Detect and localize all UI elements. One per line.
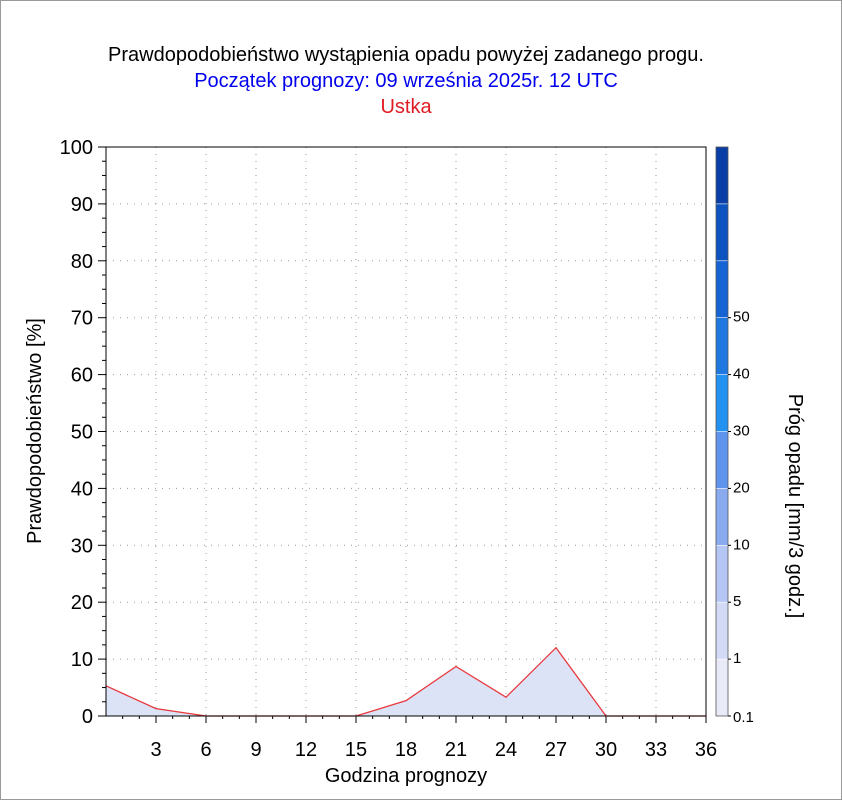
x-tick-label: 6 xyxy=(200,739,211,761)
y-tick-label: 70 xyxy=(71,308,93,330)
y-tick-label: 30 xyxy=(71,535,93,557)
x-tick-label: 12 xyxy=(295,739,317,761)
y-tick-label: 60 xyxy=(71,365,93,387)
location-name: Ustka xyxy=(380,96,432,118)
colorbar-segment xyxy=(716,545,728,603)
forecast-start-subtitle: Początek prognozy: 09 września 2025r. 12… xyxy=(194,70,618,92)
colorbar-segment xyxy=(716,147,728,204)
colorbar-tick-label: 50 xyxy=(733,309,750,326)
y-tick-label: 80 xyxy=(71,251,93,273)
y-tick-label: 90 xyxy=(71,194,93,216)
x-tick-label: 27 xyxy=(545,739,567,761)
y-tick-label: 20 xyxy=(71,592,93,614)
x-tick-label: 24 xyxy=(495,739,517,761)
colorbar-tick-label: 20 xyxy=(733,479,750,496)
plot-area: 3 6 9 12 15 18 21 24 27 30 33 360102030405060708090… xyxy=(60,137,754,761)
x-tick-label: 21 xyxy=(445,739,467,761)
data-point xyxy=(555,647,557,649)
y-tick-label: 10 xyxy=(71,649,93,671)
data-point xyxy=(405,700,407,702)
y-tick-label: 40 xyxy=(71,478,93,500)
colorbar-segment xyxy=(716,260,728,318)
y-axis-label: Prawdopodobieństwo [%] xyxy=(24,318,46,544)
x-tick-label: 30 xyxy=(595,739,617,761)
colorbar-label: Próg opadu [mm/3 godz.] xyxy=(784,394,806,619)
data-point xyxy=(505,696,507,698)
colorbar-tick-label: 30 xyxy=(733,423,750,440)
colorbar-segment xyxy=(716,602,728,660)
colorbar-segment xyxy=(716,659,728,716)
colorbar-tick-label: 5 xyxy=(733,593,741,610)
data-point xyxy=(455,665,457,668)
colorbar-segment xyxy=(716,431,728,489)
data-point xyxy=(155,708,157,710)
chart-title: Prawdopodobieństwo wystąpienia opadu pow… xyxy=(108,44,704,66)
colorbar-tick-label: 1 xyxy=(733,650,741,667)
x-axis-label: Godzina prognozy xyxy=(325,765,487,787)
x-tick-label: 3 xyxy=(150,739,161,761)
plot-frame xyxy=(105,146,707,717)
y-tick-label: 50 xyxy=(71,422,93,444)
colorbar-segment xyxy=(716,488,728,546)
y-tick-label: 100 xyxy=(60,137,93,159)
colorbar-tick-label: 40 xyxy=(733,366,750,383)
x-tick-label: 33 xyxy=(645,739,667,761)
x-tick-label: 18 xyxy=(395,739,417,761)
colorbar-segment xyxy=(716,317,728,375)
x-tick-label: 36 xyxy=(695,739,717,761)
series-area-0.1 xyxy=(106,647,706,716)
y-tick-label: 0 xyxy=(82,706,93,728)
colorbar-tick-label: 0.1 xyxy=(733,709,754,726)
x-tick-label: 9 xyxy=(250,739,261,761)
colorbar-segment xyxy=(716,203,728,261)
x-tick-label: 15 xyxy=(345,739,367,761)
colorbar-tick-label: 10 xyxy=(733,536,750,553)
colorbar-segment xyxy=(716,374,728,432)
